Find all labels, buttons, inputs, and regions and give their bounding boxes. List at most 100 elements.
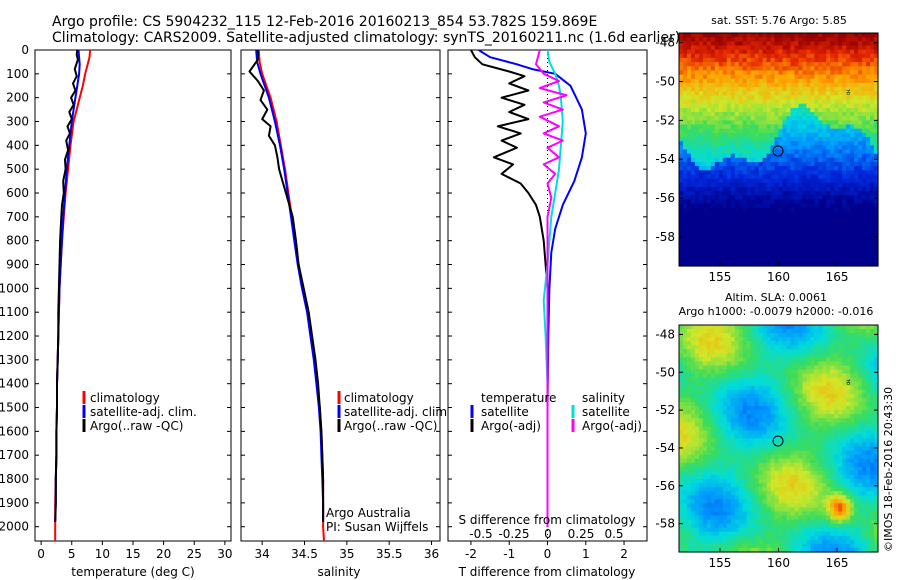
map-cell xyxy=(850,191,855,196)
map-cell xyxy=(714,377,720,383)
map-cell xyxy=(798,166,803,171)
map-cell xyxy=(834,82,839,88)
map-cell xyxy=(734,430,740,436)
map-cell xyxy=(690,410,696,415)
map-cell xyxy=(854,128,859,134)
map-cell xyxy=(710,120,716,126)
map-cell xyxy=(838,145,843,151)
map-cell xyxy=(862,95,867,101)
map-cell xyxy=(818,377,823,383)
map-cell xyxy=(770,369,776,375)
map-cell xyxy=(822,410,827,415)
series-line-salinity-satellite xyxy=(542,50,564,527)
map-cell xyxy=(814,422,819,427)
map-cell xyxy=(838,426,843,431)
map-cell xyxy=(874,470,879,476)
map-cell xyxy=(866,422,871,427)
map-cell xyxy=(826,442,831,448)
map-cell xyxy=(770,333,776,338)
map-cell xyxy=(850,103,855,109)
map-cell xyxy=(826,357,831,363)
map-cell xyxy=(854,145,859,151)
map-cell xyxy=(874,103,879,109)
map-cell xyxy=(818,182,823,188)
map-cell xyxy=(838,161,843,167)
map-cell xyxy=(766,430,772,436)
map-cell xyxy=(786,446,792,452)
map-cell xyxy=(846,438,851,444)
x-tick-label: -2 xyxy=(465,547,477,561)
map-cell xyxy=(750,349,756,354)
map-cell xyxy=(754,95,760,101)
map-cell xyxy=(679,454,684,460)
map-cell xyxy=(706,199,712,205)
map-cell xyxy=(690,249,696,255)
map-cell xyxy=(770,87,776,92)
map-cell xyxy=(714,116,720,121)
map-cell xyxy=(854,353,859,359)
map-cell xyxy=(834,410,839,415)
map-cell xyxy=(682,418,688,423)
map-cell xyxy=(706,232,712,238)
map-cell xyxy=(854,245,859,250)
map-cell xyxy=(842,37,847,42)
map-cell xyxy=(686,241,692,246)
map-cell xyxy=(762,37,768,42)
map-cell xyxy=(794,82,799,88)
map-cell xyxy=(706,341,712,346)
map-cell xyxy=(714,381,720,387)
map-cell xyxy=(794,62,799,67)
map-cell xyxy=(754,232,760,238)
map-cell xyxy=(686,353,692,359)
map-cell xyxy=(706,37,712,42)
map-cell xyxy=(778,174,784,180)
map-cell xyxy=(746,132,752,138)
map-cell xyxy=(778,70,784,76)
map-cell xyxy=(706,414,712,419)
map-cell xyxy=(734,466,740,472)
map-cell xyxy=(838,74,843,80)
map-cell xyxy=(754,261,760,267)
map-cell xyxy=(846,418,851,423)
map-cell xyxy=(822,414,827,419)
map-cell xyxy=(702,103,708,109)
map-cell xyxy=(766,161,772,167)
map-cell xyxy=(682,232,688,238)
map-cell xyxy=(790,410,796,415)
map-cell xyxy=(742,33,748,38)
map-cell xyxy=(770,402,776,407)
map-cell xyxy=(718,442,724,448)
map-cell xyxy=(822,249,827,255)
map-cell xyxy=(778,341,784,346)
map-cell xyxy=(730,450,736,456)
map-cell xyxy=(810,357,815,363)
map-cell xyxy=(818,414,823,419)
map-cell xyxy=(810,393,815,399)
map-cell xyxy=(814,107,819,113)
map-cell xyxy=(702,426,708,431)
map-cell xyxy=(766,211,772,217)
map-cell xyxy=(786,57,792,63)
map-cell xyxy=(838,402,843,407)
map-cell xyxy=(782,341,788,346)
map-cell xyxy=(850,261,855,267)
depth-tick-label: 100 xyxy=(6,67,29,81)
map-cell xyxy=(758,325,764,330)
map-cell xyxy=(830,211,835,217)
map-cell xyxy=(750,161,756,167)
map-cell xyxy=(762,224,768,230)
map-cell xyxy=(710,178,716,184)
map-cell xyxy=(866,462,871,468)
map-cell xyxy=(698,325,704,330)
map-cell xyxy=(790,241,796,246)
map-cell xyxy=(798,211,803,217)
map-cell xyxy=(706,203,712,209)
map-cell xyxy=(754,397,760,403)
map-cell xyxy=(750,182,756,188)
map-cell xyxy=(782,426,788,431)
map-cell xyxy=(730,124,736,130)
map-cell xyxy=(802,377,807,383)
map-cell xyxy=(782,99,788,105)
map-cell xyxy=(679,178,684,184)
map-cell xyxy=(718,410,724,415)
